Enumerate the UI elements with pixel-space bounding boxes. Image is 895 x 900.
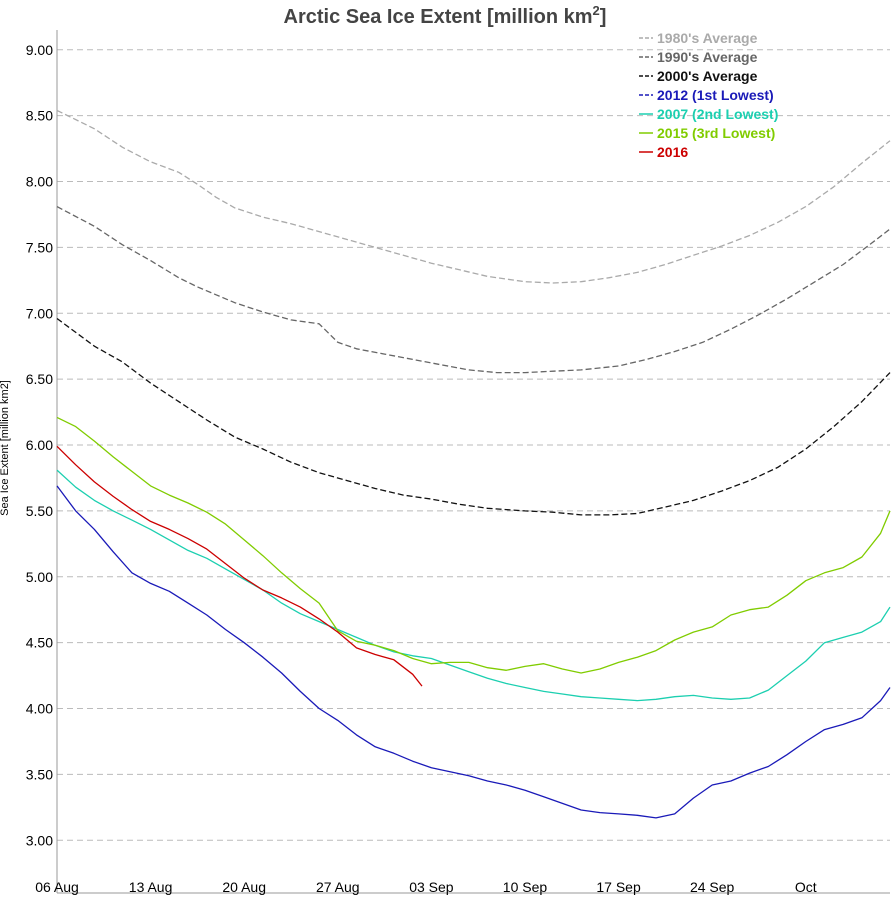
x-tick-label: 06 Aug — [35, 879, 79, 895]
legend-label-2012-1st-lowest: 2012 (1st Lowest) — [657, 87, 774, 103]
legend-label-1980-s-average: 1980's Average — [657, 30, 758, 46]
x-tick-label: 17 Sep — [596, 879, 641, 895]
legend-label-2007-2nd-lowest: 2007 (2nd Lowest) — [657, 106, 778, 122]
legend-label-1990-s-average: 1990's Average — [657, 49, 758, 65]
x-tick-label: Oct — [795, 879, 817, 895]
x-tick-label: 20 Aug — [222, 879, 266, 895]
series-line-2012-1st-lowest — [56, 485, 891, 819]
series-line-2016 — [56, 445, 423, 687]
chart-title-suffix: ] — [600, 6, 607, 28]
y-tick-label: 7.00 — [26, 305, 53, 321]
y-tick-label: 6.50 — [26, 371, 53, 387]
y-tick-label: 6.00 — [26, 437, 53, 453]
legend-label-2015-3rd-lowest: 2015 (3rd Lowest) — [657, 125, 775, 141]
y-tick-label: 3.00 — [26, 832, 53, 848]
x-tick-label: 03 Sep — [409, 879, 454, 895]
series-line-2000-s-average — [56, 317, 891, 516]
series-line-1980-s-average — [56, 109, 891, 284]
y-tick-label: 4.00 — [26, 701, 53, 717]
y-tick-label: 3.50 — [26, 766, 53, 782]
y-tick-label: 8.50 — [26, 108, 53, 124]
y-axis-label: Sea Ice Extent [million km2] — [0, 380, 11, 516]
legend-label-2000-s-average: 2000's Average — [657, 68, 758, 84]
axis-layer: 3.00 3.50 4.00 4.50 5.00 5.50 6.00 6.50 7.00 7.50… — [26, 30, 890, 895]
grid-layer — [57, 49, 890, 841]
y-tick-label: 5.00 — [26, 569, 53, 585]
x-tick-label: 13 Aug — [129, 879, 173, 895]
y-tick-label: 7.50 — [26, 239, 53, 255]
chart-title-main: Arctic Sea Ice Extent [million km — [284, 6, 593, 28]
series-layer — [56, 109, 891, 819]
x-tick-label: 24 Sep — [690, 879, 735, 895]
x-tick-label: 10 Sep — [503, 879, 548, 895]
y-tick-label: 5.50 — [26, 503, 53, 519]
series-line-2015-3rd-lowest — [56, 416, 891, 674]
legend-label-2016: 2016 — [657, 144, 688, 160]
x-tick-label: 27 Aug — [316, 879, 360, 895]
series-line-2007-2nd-lowest — [56, 469, 891, 702]
y-tick-label: 9.00 — [26, 42, 53, 58]
chart-title: Arctic Sea Ice Extent [million km2] — [284, 3, 607, 28]
legend: 1980's Average 1990's Average 2000's Avera… — [639, 30, 778, 160]
y-tick-label: 8.00 — [26, 174, 53, 190]
series-line-1990-s-average — [56, 206, 891, 374]
y-tick-label: 4.50 — [26, 635, 53, 651]
chart-title-superscript: 2 — [593, 3, 600, 18]
